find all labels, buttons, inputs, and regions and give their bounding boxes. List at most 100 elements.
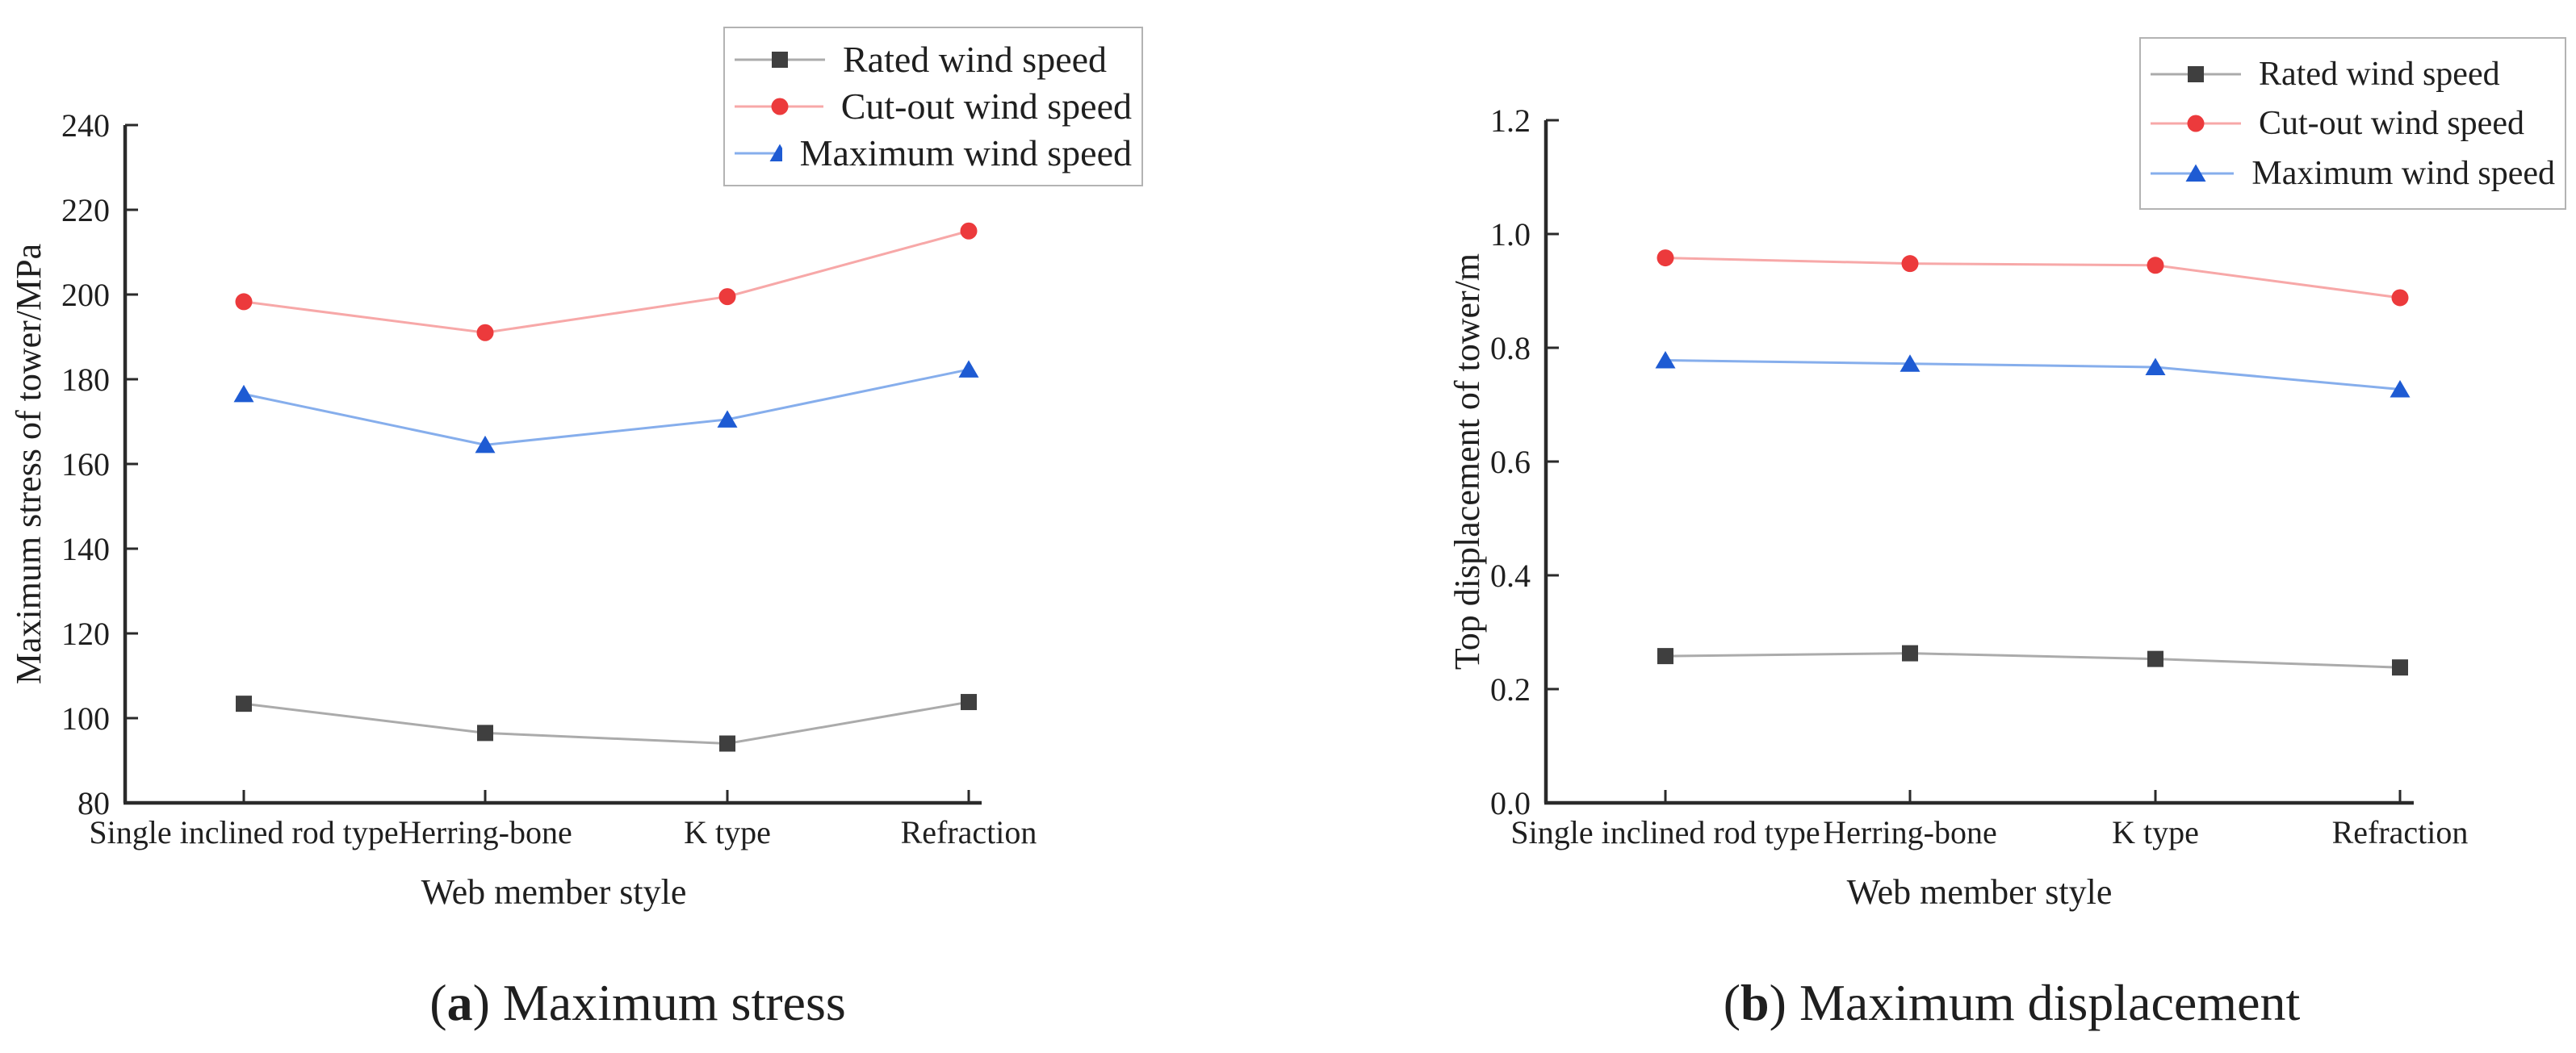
circle-marker xyxy=(960,222,978,240)
caption-b-letter: b xyxy=(1740,974,1770,1031)
legend-label: Maximum wind speed xyxy=(2251,154,2555,192)
y-tick-label: 100 xyxy=(61,700,110,737)
triangle-marker xyxy=(717,410,738,428)
legend-item: Cut-out wind speed xyxy=(2151,106,2555,141)
triangle-marker xyxy=(2145,357,2166,375)
square-marker xyxy=(719,735,735,752)
x-category-label: Refraction xyxy=(901,814,1037,850)
y-tick-label: 160 xyxy=(61,446,110,483)
x-category-label: Single inclined rod type xyxy=(1510,814,1820,850)
square-marker xyxy=(2188,65,2204,82)
legend-b: Rated wind speed Cut-out wind speed Maximu… xyxy=(2139,37,2566,210)
series-line xyxy=(1665,652,2401,669)
legend-label: Cut-out wind speed xyxy=(2259,105,2524,142)
series-line xyxy=(1665,257,2401,299)
triangle-marker xyxy=(2390,379,2411,398)
y-tick-label: 1.2 xyxy=(1490,102,1531,139)
circle-marker-icon xyxy=(735,98,823,115)
square-marker xyxy=(477,725,493,742)
caption-a-close: ) xyxy=(472,974,490,1031)
circle-marker xyxy=(1657,249,1674,267)
circle-marker xyxy=(718,288,736,306)
caption-b-close: ) xyxy=(1769,974,1786,1031)
y-tick-label: 180 xyxy=(61,361,110,398)
legend-a: Rated wind speed Cut-out wind speed Maximu… xyxy=(723,27,1143,186)
triangle-marker xyxy=(769,144,782,161)
triangle-marker xyxy=(2185,164,2206,182)
circle-marker-icon xyxy=(2151,115,2241,132)
caption-a-open: ( xyxy=(429,974,447,1031)
y-tick-label: 0.6 xyxy=(1490,444,1531,480)
series-line xyxy=(1665,359,2401,391)
triangle-marker-icon xyxy=(735,144,782,161)
chart-a-axes: 80 100 120 140 160 180 200 220 240 Single incline… xyxy=(61,107,1037,850)
y-tick-label: 80 xyxy=(77,785,110,821)
circle-marker xyxy=(2391,289,2409,307)
legend-item: Maximum wind speed xyxy=(2151,156,2555,191)
x-category-label: Herring-bone xyxy=(1823,814,1996,850)
x-category-label: Refraction xyxy=(2332,814,2469,850)
y-tick-label: 200 xyxy=(61,277,110,313)
circle-marker xyxy=(476,324,494,341)
square-marker xyxy=(1902,645,1918,662)
square-marker xyxy=(772,52,788,68)
square-marker xyxy=(2392,659,2408,676)
triangle-marker xyxy=(233,384,254,403)
x-axis-title-a: Web member style xyxy=(421,872,687,912)
square-marker xyxy=(2147,650,2163,667)
caption-a-text: Maximum stress xyxy=(502,974,846,1031)
y-tick-label: 0.2 xyxy=(1490,671,1531,708)
y-tick-label: 240 xyxy=(61,107,110,144)
triangle-marker xyxy=(958,360,979,378)
caption-a-letter: a xyxy=(446,974,473,1031)
chart-b-axes: 0.0 0.2 0.4 0.6 0.8 1.0 1.2 Single inclined rod… xyxy=(1490,102,2468,850)
square-marker-icon xyxy=(2151,65,2241,82)
x-category-label: K type xyxy=(2112,814,2199,850)
x-category-label: Single inclined rod type xyxy=(89,814,398,850)
square-marker xyxy=(1657,648,1673,665)
square-marker xyxy=(236,696,252,712)
triangle-marker xyxy=(475,435,496,453)
legend-label: Rated wind speed xyxy=(2259,55,2500,93)
series-line xyxy=(243,229,970,334)
circle-marker xyxy=(2187,115,2205,132)
y-tick-label: 140 xyxy=(61,531,110,567)
circle-marker xyxy=(771,98,789,115)
circle-marker xyxy=(1901,255,1919,273)
x-category-label: Herring-bone xyxy=(398,814,572,850)
caption-b: (b) Maximum displacement xyxy=(1724,973,2301,1033)
legend-label: Maximum wind speed xyxy=(799,132,1132,173)
y-tick-label: 0.8 xyxy=(1490,330,1531,366)
caption-a: (a) Maximum stress xyxy=(429,973,846,1033)
triangle-marker xyxy=(1900,354,1920,372)
series-line xyxy=(243,700,970,746)
circle-marker xyxy=(2147,257,2164,274)
y-tick-label: 120 xyxy=(61,616,110,652)
y-tick-label: 1.0 xyxy=(1490,216,1531,253)
x-axis-title-b: Web member style xyxy=(1847,872,2113,912)
legend-label: Cut-out wind speed xyxy=(840,86,1132,127)
chart-a-series xyxy=(233,222,979,752)
y-axis-title-b: Top displacement of tower/m xyxy=(1447,253,1487,670)
caption-b-open: ( xyxy=(1723,974,1741,1031)
series-line xyxy=(243,368,970,446)
chart-b-series xyxy=(1655,249,2411,676)
square-marker-icon xyxy=(735,52,825,68)
y-tick-label: 0.4 xyxy=(1490,558,1531,594)
square-marker xyxy=(961,694,977,711)
triangle-marker xyxy=(1655,351,1676,369)
y-axis-title-a: Maximum stress of tower/MPa xyxy=(9,244,48,684)
circle-marker xyxy=(235,293,253,311)
y-tick-label: 0.0 xyxy=(1490,785,1531,821)
legend-item: Cut-out wind speed xyxy=(735,88,1132,125)
legend-item: Maximum wind speed xyxy=(735,135,1132,172)
y-tick-label: 220 xyxy=(61,192,110,228)
legend-label: Rated wind speed xyxy=(843,39,1108,80)
triangle-marker-icon xyxy=(2151,164,2235,182)
caption-b-text: Maximum displacement xyxy=(1799,974,2301,1031)
x-category-label: K type xyxy=(684,814,771,850)
legend-item: Rated wind speed xyxy=(2151,56,2555,92)
legend-item: Rated wind speed xyxy=(735,41,1132,78)
